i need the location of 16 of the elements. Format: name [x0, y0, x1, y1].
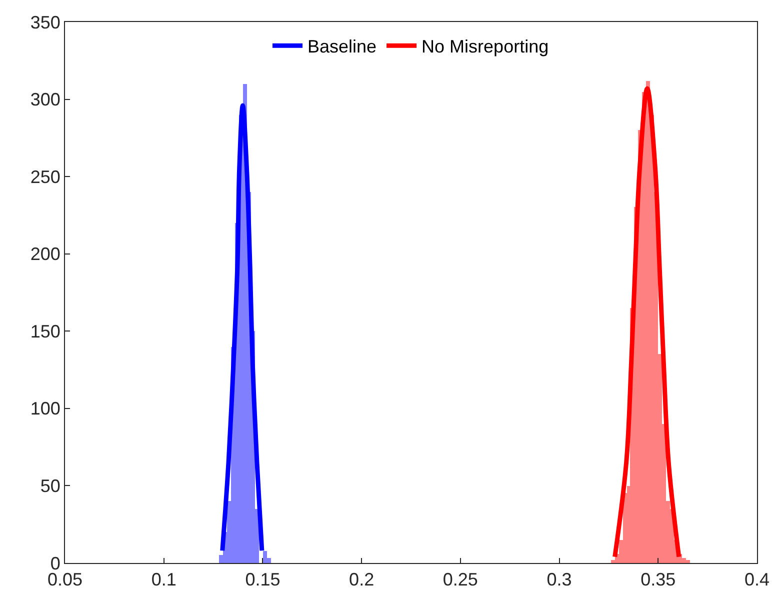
y-tick-label: 50: [40, 476, 60, 496]
x-tick-label: 0.25: [442, 570, 478, 590]
x-tick-label: 0.3: [546, 570, 572, 590]
legend-label: No Misreporting: [422, 36, 549, 57]
legend-label: Baseline: [308, 36, 377, 57]
x-tick-label: 0.2: [349, 570, 374, 590]
y-tick-label: 200: [30, 244, 60, 264]
y-tick-label: 150: [30, 321, 60, 342]
y-tick-label: 300: [30, 90, 60, 110]
x-tick-label: 0.15: [245, 570, 280, 590]
x-tick-label: 0.35: [640, 570, 676, 590]
y-tick-label: 250: [30, 166, 60, 187]
y-tick-label: 100: [30, 398, 60, 419]
x-tick-label: 0.1: [151, 570, 176, 590]
x-tick-label: 0.4: [744, 570, 770, 590]
y-tick-label: 350: [30, 12, 60, 32]
